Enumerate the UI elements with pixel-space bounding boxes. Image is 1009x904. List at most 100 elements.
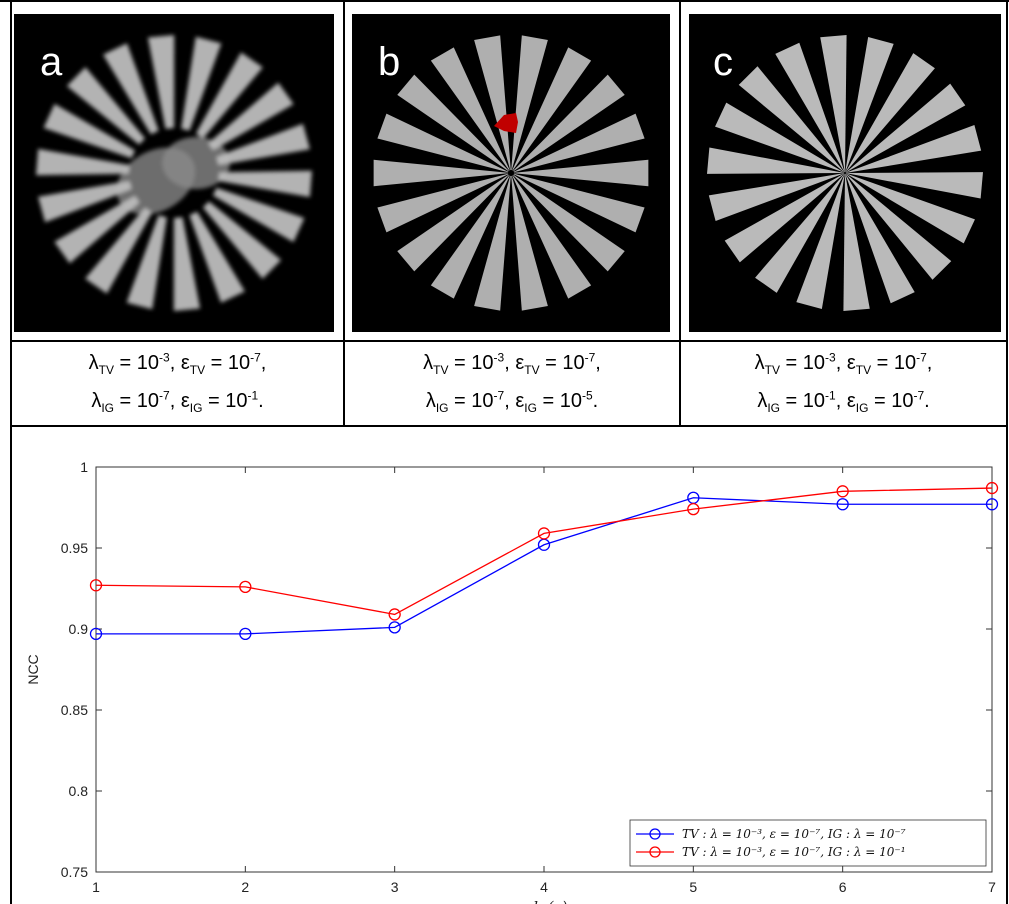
spoke xyxy=(845,173,975,244)
x-axis-title: −lg(ε) xyxy=(521,898,568,904)
plot-area xyxy=(95,466,993,873)
spoke xyxy=(511,175,548,311)
spoke xyxy=(430,47,510,171)
spoke xyxy=(474,175,511,311)
series-line-0 xyxy=(96,497,992,635)
x-tick-label: 1 xyxy=(92,879,100,895)
spoke xyxy=(512,175,592,299)
star-c-spokes xyxy=(707,35,983,311)
spoke xyxy=(513,113,645,173)
spoke xyxy=(513,74,625,172)
y-tick-label: 0.95 xyxy=(61,540,88,556)
spoke xyxy=(38,180,132,223)
frame-row-2 xyxy=(10,425,1008,427)
caption-c-line-2: λIG = 10-1, εIG = 10-7. xyxy=(757,388,930,415)
x-tick-label: 6 xyxy=(839,879,847,895)
spoke xyxy=(216,123,310,166)
x-tick-label: 4 xyxy=(540,879,548,895)
legend-label-0: TV : λ = 10⁻³, ε = 10⁻⁷, IG : λ = 10⁻⁷ xyxy=(682,827,906,841)
spoke xyxy=(845,83,966,173)
caption-a-line-2: λIG = 10-7, εIG = 10-1. xyxy=(91,388,264,415)
spoke xyxy=(397,174,509,272)
spoke xyxy=(708,173,845,221)
panel-c-image: c xyxy=(689,14,1001,332)
series-0-point xyxy=(239,627,252,641)
y-tick-label: 0.9 xyxy=(69,621,89,637)
series-1-point xyxy=(239,580,252,594)
starburst-c xyxy=(707,35,983,311)
legend-marker-1 xyxy=(649,846,661,858)
spoke xyxy=(796,173,845,310)
spoke xyxy=(843,173,870,311)
legend-marker-0 xyxy=(649,828,661,840)
star-a-spokes xyxy=(36,35,312,311)
series-1-point xyxy=(89,579,103,592)
spoke xyxy=(54,195,140,264)
spoke xyxy=(126,215,167,310)
panel-b-letter: b xyxy=(378,40,401,84)
y-axis-title: NCC xyxy=(25,654,41,684)
frame-div-2 xyxy=(679,0,681,425)
legend: TV : λ = 10⁻³, ε = 10⁻⁷, IG : λ = 10⁻⁷ TV… xyxy=(629,819,987,867)
spoke xyxy=(202,201,282,279)
spoke xyxy=(218,170,312,198)
legend-box xyxy=(629,819,987,867)
panel-c-letter: c xyxy=(713,40,733,84)
spoke xyxy=(738,66,845,173)
spoke xyxy=(430,175,510,299)
series-1-point xyxy=(985,481,999,495)
x-tick-label: 2 xyxy=(241,879,249,895)
spoke xyxy=(173,217,201,311)
caption-a: λTV = 10-3, εTV = 10-7, λIG = 10-7, εIG … xyxy=(12,344,343,420)
caption-b-line-2: λIG = 10-7, εIG = 10-5. xyxy=(425,388,599,415)
panel-a-letter: a xyxy=(40,40,63,84)
series-1-point xyxy=(836,485,849,498)
series-1-point xyxy=(388,608,401,621)
starburst-a xyxy=(36,35,312,311)
caption-a-line-1: λTV = 10-3, εTV = 10-7, xyxy=(88,350,267,377)
spoke xyxy=(845,125,982,173)
spoke xyxy=(397,74,509,172)
y-tick-label: 0.8 xyxy=(69,783,89,799)
spoke xyxy=(513,159,649,187)
series-1-point xyxy=(687,502,700,516)
frame-div-1 xyxy=(343,0,345,425)
spoke xyxy=(820,35,847,173)
spoke xyxy=(511,35,548,171)
series-0-point xyxy=(89,627,103,641)
spoke xyxy=(373,159,509,187)
frame-row-1 xyxy=(10,340,1008,342)
series-0-point xyxy=(985,498,999,511)
panel-b-image: b xyxy=(352,14,670,332)
spoke xyxy=(189,211,245,303)
spoke xyxy=(775,42,845,173)
x-tick-label: 5 xyxy=(689,879,697,895)
spoke xyxy=(208,82,294,151)
red-arrow-icon xyxy=(494,113,518,133)
series-1-point xyxy=(537,527,551,540)
ncc-line-chart: 1 2 3 4 5 6 7 0.75 0.8 0.85 0.9 0.95 1 NCC −lg(ε) TV : … xyxy=(25,459,999,904)
spoke xyxy=(474,35,511,171)
spoke xyxy=(36,148,130,176)
spoke xyxy=(377,113,509,173)
series-0-point xyxy=(388,621,401,634)
spoke xyxy=(181,36,222,131)
series-0-point xyxy=(836,498,849,511)
spoke xyxy=(513,174,625,272)
spoke xyxy=(377,173,509,233)
frame-right xyxy=(1006,0,1008,904)
spoke xyxy=(513,173,645,233)
spoke xyxy=(845,36,894,173)
legend-label-1: TV : λ = 10⁻³, ε = 10⁻⁷, IG : λ = 10⁻¹ xyxy=(682,845,906,859)
panel-a-image: a xyxy=(14,14,334,332)
series-line-1 xyxy=(95,487,993,616)
starburst-b xyxy=(373,35,649,311)
spoke xyxy=(212,187,305,243)
caption-b: λTV = 10-3, εTV = 10-7, λIG = 10-7, εIG … xyxy=(345,344,679,420)
frame-top xyxy=(0,0,1009,2)
spoke xyxy=(103,43,159,135)
x-tick-label: 3 xyxy=(391,879,399,895)
spoke xyxy=(845,53,935,173)
spoke xyxy=(724,173,845,263)
star-b-spokes xyxy=(373,35,649,311)
